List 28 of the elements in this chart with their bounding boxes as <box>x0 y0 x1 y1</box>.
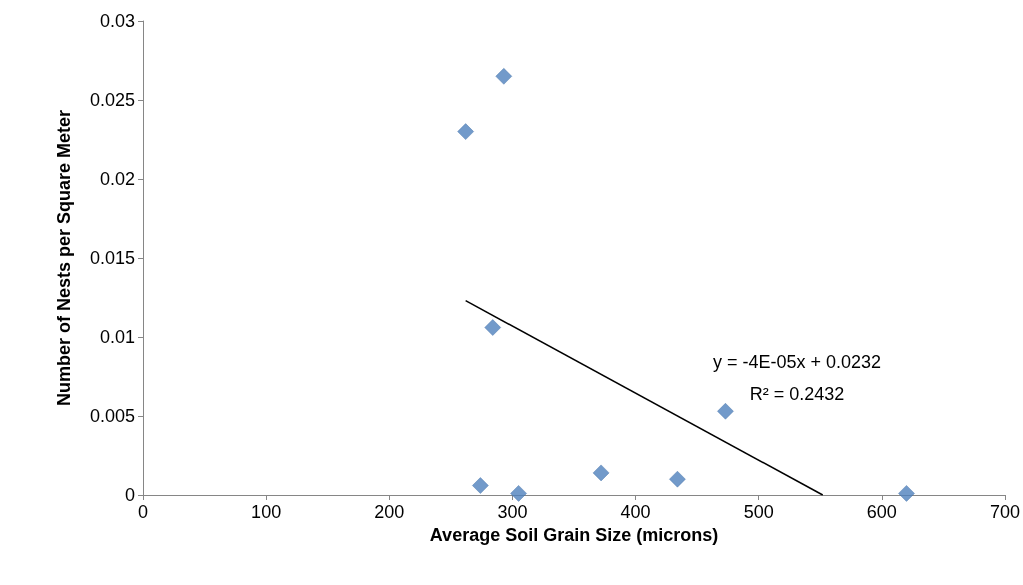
point <box>457 123 474 140</box>
point <box>510 485 527 502</box>
y-tick-label: 0.005 <box>89 406 135 426</box>
y-tick-label: 0.015 <box>89 248 135 268</box>
x-axis-title: Average Soil Grain Size (microns) <box>429 524 719 545</box>
x-tick-label: 500 <box>743 502 774 522</box>
point <box>669 470 686 488</box>
x-tick-label: 300 <box>497 502 528 522</box>
x-tick-label: 600 <box>866 502 897 522</box>
annotation: R² = 0.2432 <box>749 384 845 404</box>
y-tick-label: 0.025 <box>89 90 135 110</box>
x-tick-label: 700 <box>989 502 1021 522</box>
point <box>472 477 489 494</box>
point <box>898 485 915 502</box>
y-tick-label: 0 <box>124 485 135 505</box>
x-tick-label: 400 <box>620 502 651 522</box>
y-axis-title: Number of Nests per Square Meter <box>54 109 74 407</box>
y-tick-label: 0.02 <box>99 169 135 189</box>
annotation: y = -4E-05x + 0.0232 <box>712 352 882 372</box>
y-tick-label: 0.01 <box>99 327 135 347</box>
point <box>717 403 734 420</box>
point <box>592 464 610 482</box>
y-tick-label: 0.03 <box>99 11 135 31</box>
x-tick-label: 200 <box>374 502 405 522</box>
x-tick-label: 0 <box>137 502 149 522</box>
point <box>484 319 501 336</box>
point <box>495 68 513 85</box>
x-tick-label: 100 <box>251 502 282 522</box>
